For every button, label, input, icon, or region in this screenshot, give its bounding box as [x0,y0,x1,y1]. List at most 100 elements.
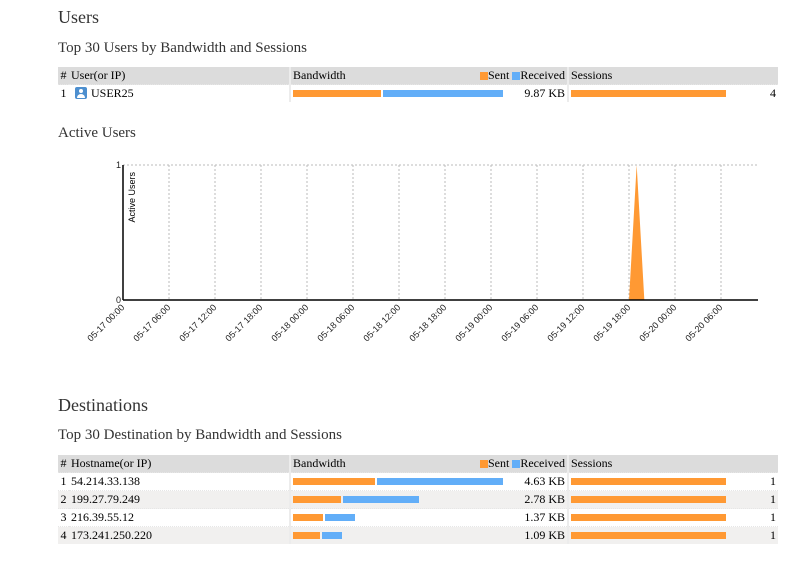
destinations-section-title: Destinations [58,395,148,415]
row-name-cell[interactable]: 216.39.55.12 [69,508,291,527]
active-users-area [123,165,721,300]
sessions-bar [571,514,726,521]
x-tick-label: 05-20 06:00 [683,302,724,343]
bandwidth-bar [293,478,503,485]
x-tick-label: 05-17 18:00 [223,302,264,343]
received-bar [343,496,419,503]
table-row[interactable]: 4 173.241.250.220 1.09 KB 1 [58,526,778,544]
received-legend-swatch [512,460,521,468]
bandwidth-bar [293,90,503,97]
sessions-bar [571,478,726,485]
sessions-value: 1 [770,474,776,488]
bandwidth-cell: 1.09 KB [290,526,569,544]
sessions-bar [571,90,726,97]
col-user[interactable]: User(or IP) [69,67,291,85]
sessions-cell: 1 [568,526,778,544]
destinations-table: # Hostname(or IP) Bandwidth Sent Receive… [58,455,778,544]
bandwidth-label: Bandwidth [293,456,346,470]
x-tick-label: 05-18 18:00 [407,302,448,343]
x-tick-label: 05-19 18:00 [591,302,632,343]
bandwidth-cell: 1.37 KB [290,508,569,527]
received-bar [377,478,503,485]
sessions-value: 1 [770,510,776,524]
x-tick-label: 05-20 00:00 [637,302,678,343]
row-name[interactable]: 54.214.33.138 [71,474,140,488]
sent-legend-swatch [480,460,488,468]
bandwidth-bar [293,514,355,521]
y-axis-label: Active Users [127,172,137,223]
sent-bar [293,532,320,539]
x-tick-label: 05-19 00:00 [453,302,494,343]
bandwidth-value: 1.09 KB [524,528,565,542]
sessions-value: 4 [770,86,776,100]
bandwidth-label: Bandwidth [293,68,346,82]
sent-legend-label: Sent [488,68,510,82]
col-sessions[interactable]: Sessions [568,455,778,473]
bandwidth-legend: Sent Received [480,456,565,471]
bandwidth-value: 4.63 KB [524,474,565,488]
col-hostname[interactable]: Hostname(or IP) [69,455,291,473]
users-table: # User(or IP) Bandwidth Sent Received Se… [58,67,778,102]
received-legend-label: Received [520,68,565,82]
table-row[interactable]: 1 USER25 9.87 KB 4 [58,84,778,102]
bandwidth-cell: 2.78 KB [290,490,569,509]
received-bar [383,90,503,97]
sent-bar [293,90,381,97]
active-users-chart: 05-17 00:00 05-17 06:00 05-17 12:00 05-17 1… [85,160,758,343]
table-row[interactable]: 1 54.214.33.138 4.63 KB 1 [58,472,778,491]
sessions-cell: 1 [568,472,778,491]
row-name[interactable]: USER25 [91,86,134,100]
row-number: 2 [58,490,69,509]
row-name-cell[interactable]: 199.27.79.249 [69,490,291,509]
sessions-cell: 1 [568,508,778,527]
received-legend-swatch [512,72,521,80]
sessions-cell: 4 [568,84,778,102]
bandwidth-bar [293,532,342,539]
active-users-title: Active Users [58,125,136,141]
users-section-title: Users [58,7,99,27]
table-row[interactable]: 3 216.39.55.12 1.37 KB 1 [58,508,778,527]
x-tick-label: 05-17 06:00 [131,302,172,343]
y-tick-label: 0 [116,295,121,305]
row-name-cell[interactable]: 173.241.250.220 [69,526,291,544]
col-sessions[interactable]: Sessions [568,67,778,85]
sent-bar [293,496,341,503]
col-num: # [58,67,69,85]
table-row[interactable]: 2 199.27.79.249 2.78 KB 1 [58,490,778,509]
x-tick-label: 05-17 12:00 [177,302,218,343]
received-legend-label: Received [520,456,565,470]
col-bandwidth[interactable]: Bandwidth Sent Received [290,455,569,473]
row-name[interactable]: 173.241.250.220 [71,528,152,542]
sent-legend-swatch [480,72,488,80]
bandwidth-value: 9.87 KB [524,86,565,100]
sent-bar [293,478,375,485]
received-bar [322,532,342,539]
x-tick-label: 05-19 12:00 [545,302,586,343]
row-name-cell[interactable]: USER25 [69,84,291,102]
users-table-title: Top 30 Users by Bandwidth and Sessions [58,40,307,56]
x-tick-label: 05-19 06:00 [499,302,540,343]
col-bandwidth[interactable]: Bandwidth Sent Received [290,67,569,85]
bandwidth-cell: 4.63 KB [290,472,569,491]
bandwidth-legend: Sent Received [480,68,565,83]
sessions-value: 1 [770,492,776,506]
bandwidth-cell: 9.87 KB [290,84,569,102]
row-number: 4 [58,526,69,544]
row-name[interactable]: 216.39.55.12 [71,510,134,524]
user-icon [75,87,87,99]
sessions-bar [571,496,726,503]
sessions-cell: 1 [568,490,778,509]
row-name[interactable]: 199.27.79.249 [71,492,140,506]
received-bar [325,514,355,521]
bandwidth-value: 2.78 KB [524,492,565,506]
x-tick-label: 05-18 12:00 [361,302,402,343]
y-tick-label: 1 [116,160,121,170]
row-name-cell[interactable]: 54.214.33.138 [69,472,291,491]
col-num: # [58,455,69,473]
x-tick-label: 05-18 00:00 [269,302,310,343]
x-tick-label: 05-17 00:00 [85,302,126,343]
sessions-value: 1 [770,528,776,542]
bandwidth-value: 1.37 KB [524,510,565,524]
row-number: 1 [58,84,69,102]
sent-bar [293,514,323,521]
